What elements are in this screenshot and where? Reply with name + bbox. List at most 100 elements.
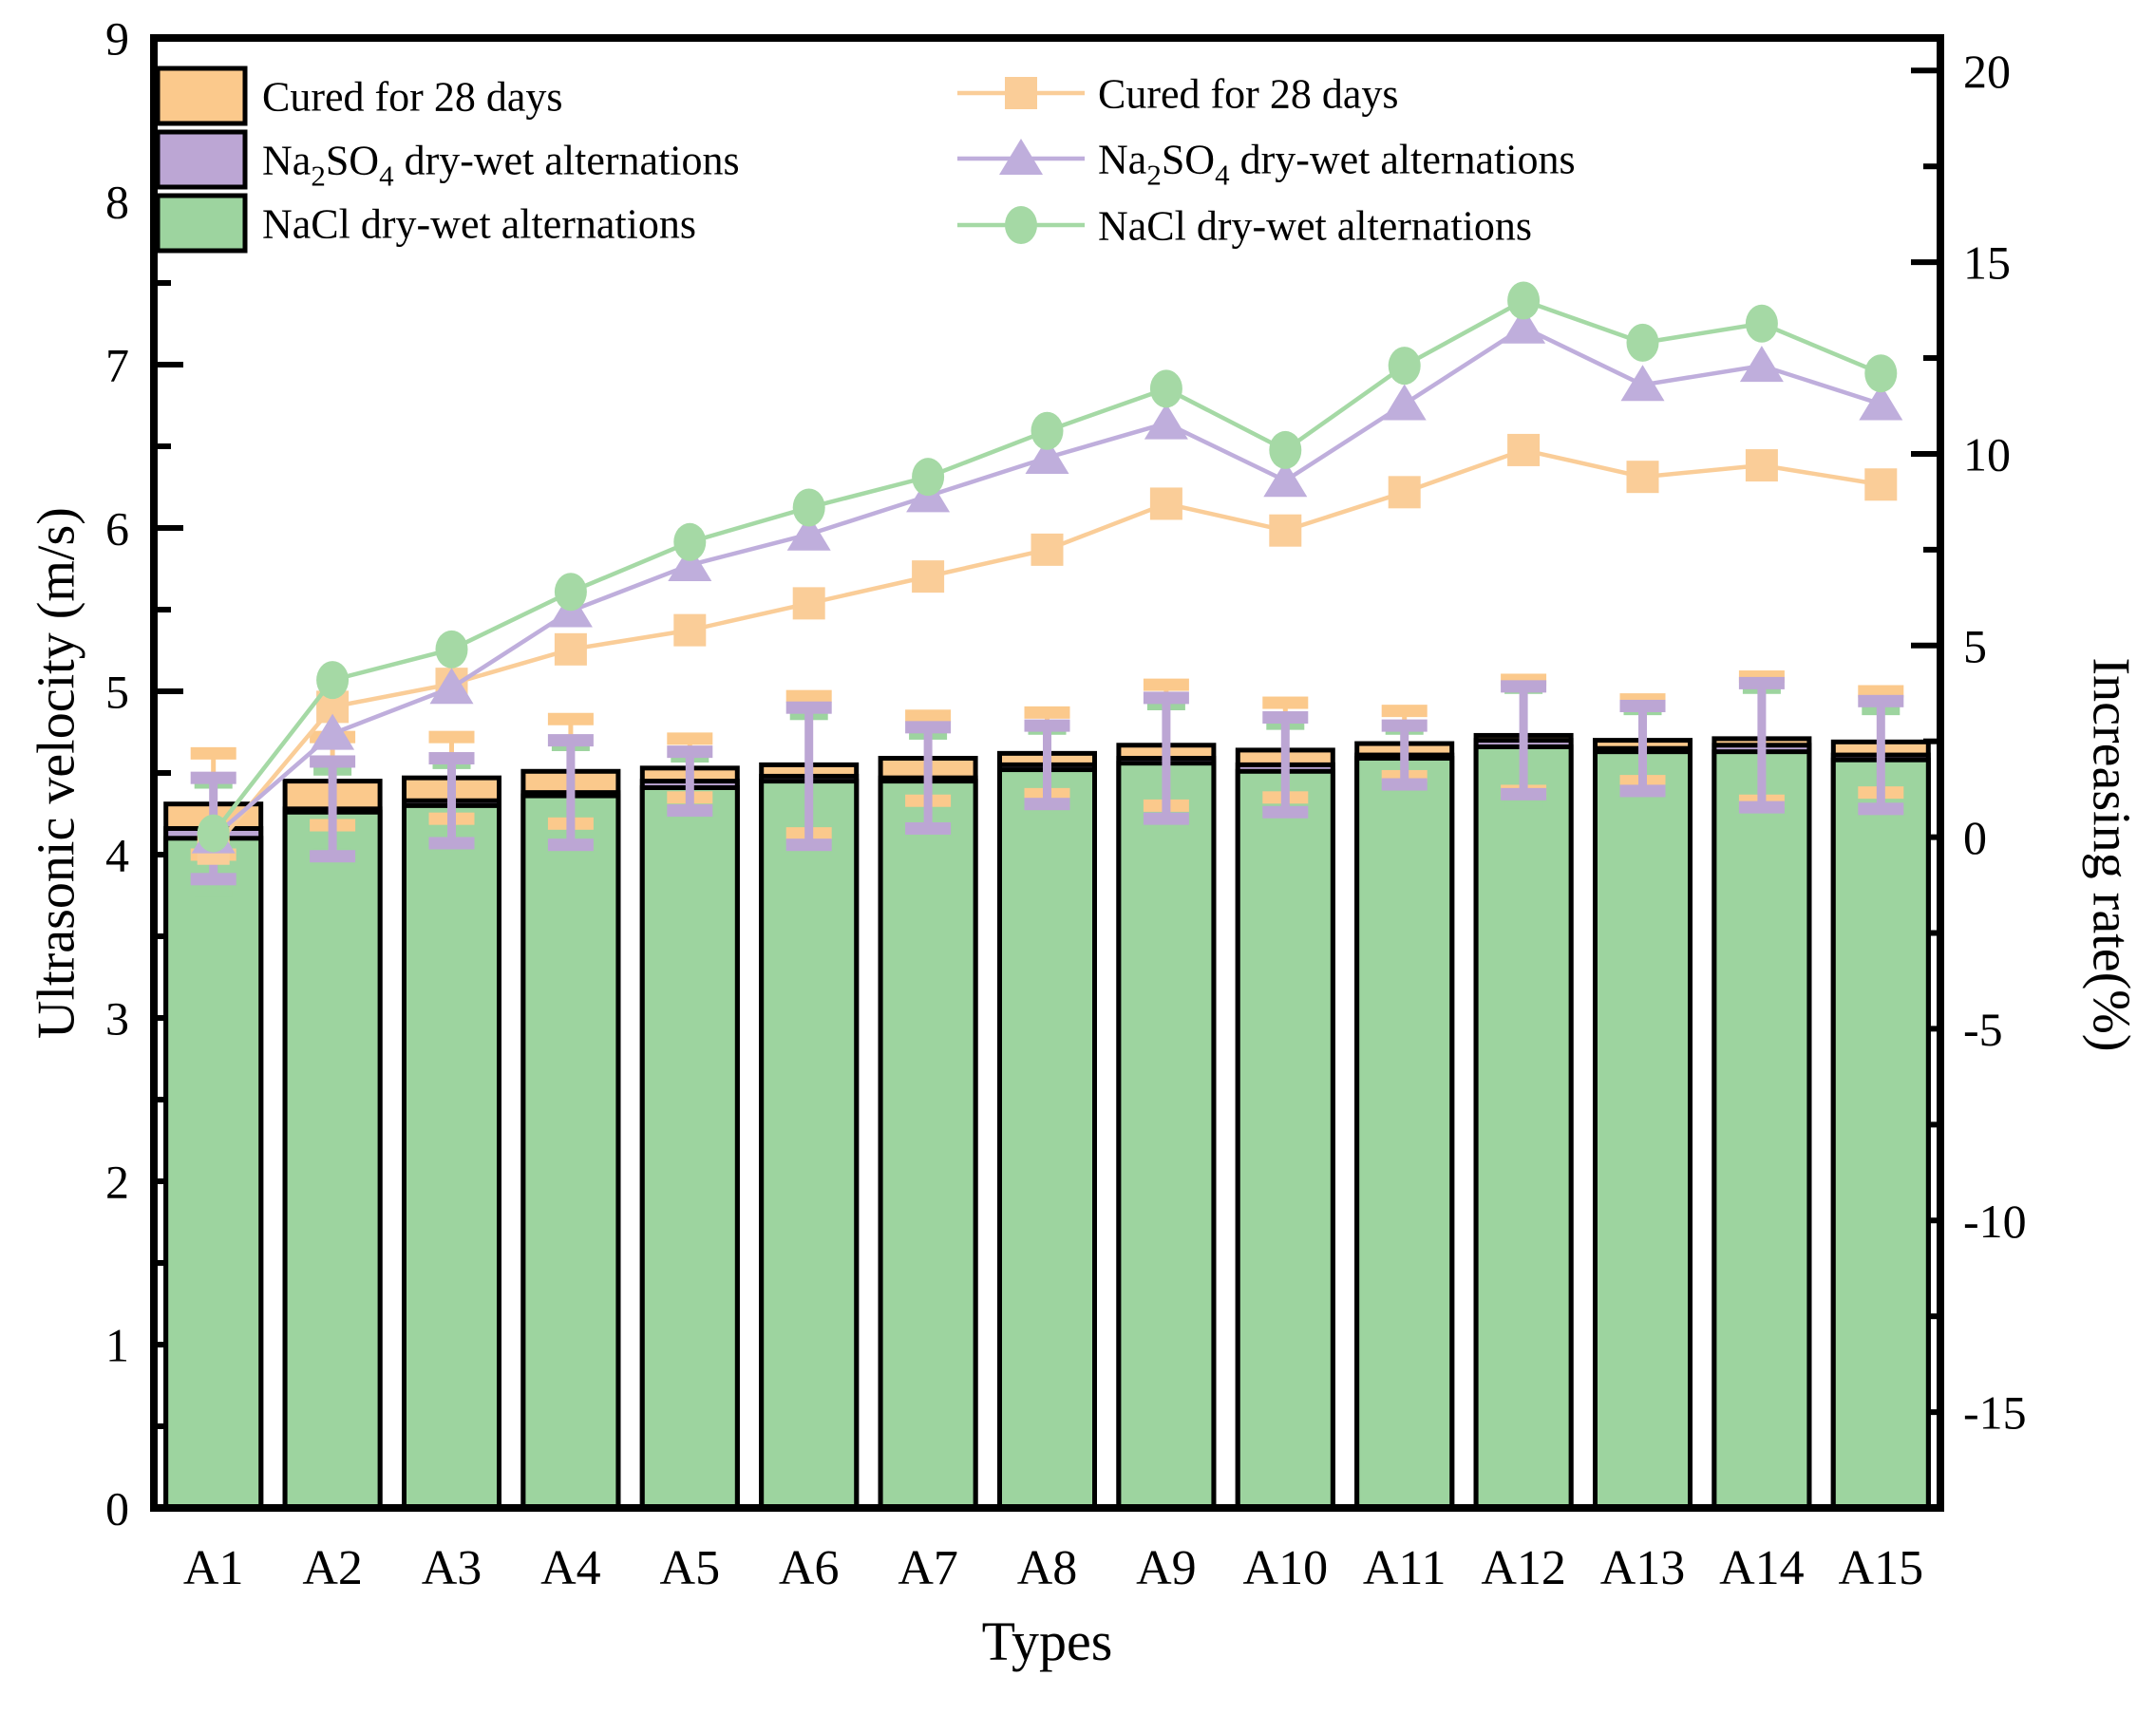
x-tick-label: A5 [660,1541,721,1595]
error-green-cap-bottom [1742,809,1781,819]
error-purple-cap-bottom [1738,800,1785,814]
error-orange-cap-top [1262,696,1309,709]
marker-square [1745,449,1778,482]
marker-triangle [999,139,1043,175]
right-tick-label: 15 [1963,236,2011,290]
x-tick-label: A1 [183,1541,244,1595]
marker-circle [435,630,468,669]
error-orange-cap-top [1381,705,1428,718]
error-purple-cap-top [785,701,832,714]
error-purple-cap-bottom [1501,787,1547,800]
error-purple-stem [923,726,933,829]
marker-circle [316,661,350,700]
error-purple-stem [1162,697,1171,819]
error-green-cap-bottom [194,888,233,897]
legend-label: Na2SO4 dry-wet alternations [262,137,740,192]
marker-circle [1626,323,1659,362]
legend-label: NaCl dry-wet alternations [1098,202,1532,249]
error-orange-cap-top [547,712,594,725]
marker-triangle [1025,437,1069,474]
x-tick-label: A8 [1017,1541,1078,1595]
marker-circle [1388,347,1421,386]
error-orange-cap-top [905,709,952,723]
bar [639,784,740,1511]
x-tick-label: A11 [1363,1541,1447,1595]
bar [282,809,383,1511]
x-tick-label: A2 [302,1541,363,1595]
x-tick-label: A12 [1481,1541,1566,1595]
bar-series-2 [163,744,1931,1511]
left-tick-label: 4 [105,829,129,882]
bar [1712,749,1812,1511]
bar [1473,744,1574,1511]
left-axis-title: Ultrasonic velocity (m/s) [28,507,86,1039]
error-orange-cap-top [1143,678,1189,691]
plot-frame [150,34,1944,1512]
marker-triangle [1382,384,1427,421]
error-orange-cap-top [428,730,475,744]
error-purple-cap-bottom [667,804,713,818]
error-purple-cap-top [1381,719,1428,732]
bar [1235,768,1335,1511]
error-orange-cap-top [190,746,236,760]
legend-label: Na2SO4 dry-wet alternations [1098,136,1576,191]
error-purple-cap-bottom [190,873,236,886]
error-purple-cap-bottom [1858,802,1904,816]
error-purple-cap-top [667,745,713,759]
marker-square [1031,533,1064,566]
error-purple-stem [804,707,814,845]
left-tick-label: 0 [105,1482,129,1535]
bar [1354,756,1455,1511]
left-tick-label: 1 [105,1319,129,1372]
error-purple-cap-bottom [547,838,594,852]
marker-circle [197,814,230,853]
bar [1830,757,1931,1511]
marker-circle [912,458,945,497]
legend-label: Cured for 28 days [1098,70,1399,117]
marker-square [912,560,945,593]
legend-label: Cured for 28 days [262,73,563,120]
right-tick-label: 20 [1963,45,2011,98]
marker-triangle [786,514,831,551]
marker-triangle [311,713,355,750]
error-purple-stem [1638,706,1647,791]
error-purple-stem [1757,683,1767,808]
error-purple-stem [1400,725,1409,785]
error-orange-cap-top [667,732,713,745]
error-purple-stem [1876,701,1885,809]
x-tick-label: A6 [779,1541,840,1595]
bar [997,767,1097,1511]
marker-circle [792,488,825,527]
left-tick-label: 3 [105,992,129,1045]
x-tick-label: A4 [540,1541,601,1595]
error-purple-cap-top [547,734,594,747]
right-tick-label: 10 [1963,427,2011,480]
error-purple-stem [566,740,576,845]
right-tick-label: 5 [1963,619,1987,672]
marker-circle [1005,206,1037,244]
right-axis-title: Increasing rate(%) [2081,657,2140,1051]
x-tick-label: A7 [898,1541,958,1595]
error-orange-cap-top [785,689,832,703]
bar [759,779,860,1511]
legend-swatch [155,129,248,190]
error-purple-cap-top [1619,699,1666,712]
left-tick-label: 7 [105,339,129,392]
x-tick-label: A9 [1136,1541,1197,1595]
error-purple-cap-bottom [310,850,356,863]
marker-triangle [1263,461,1308,498]
error-purple-stem [1519,686,1528,795]
left-tick-label: 8 [105,176,129,229]
marker-square [792,587,825,620]
marker-square [1626,461,1659,494]
right-tick-label: -5 [1963,1003,2003,1056]
error-purple-cap-bottom [1024,798,1070,811]
right-tick-label: -10 [1963,1195,2027,1248]
error-purple-cap-top [905,721,952,734]
line-series-1 [191,307,1903,854]
left-tick-label: 9 [105,12,129,66]
bar [1593,749,1693,1511]
legend-label: NaCl dry-wet alternations [262,200,696,247]
error-purple-cap-bottom [905,821,952,835]
